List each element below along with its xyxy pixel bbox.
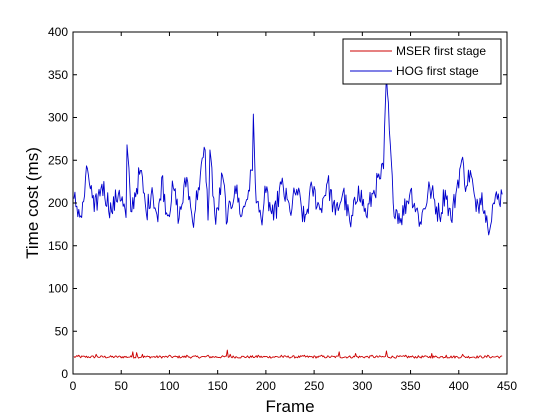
y-tick-label: 200 [48, 196, 68, 210]
y-axis-ticks: 0 50 100 150 200 250 300 350 400 [48, 25, 507, 381]
series-line-hog [73, 74, 503, 236]
x-axis-title: Frame [265, 397, 314, 416]
series-line-mser [73, 349, 503, 359]
x-tick-label: 350 [401, 379, 421, 393]
y-tick-label: 250 [48, 153, 68, 167]
y-tick-label: 50 [55, 324, 69, 338]
x-tick-label: 250 [304, 379, 324, 393]
legend-box [342, 38, 502, 85]
series-layer [73, 74, 503, 359]
x-tick-label: 200 [256, 379, 276, 393]
x-tick-label: 0 [70, 379, 77, 393]
x-tick-label: 300 [352, 379, 372, 393]
x-tick-label: 150 [208, 379, 228, 393]
y-axis-title: Time cost (ms) [23, 147, 42, 259]
legend-label-hog: HOG first stage [396, 64, 479, 78]
y-tick-label: 100 [48, 282, 68, 296]
y-tick-label: 0 [61, 367, 68, 381]
x-tick-label: 400 [449, 379, 469, 393]
x-tick-label: 450 [497, 379, 517, 393]
y-tick-label: 350 [48, 68, 68, 82]
x-axis-ticks: 0 50 100 150 200 250 300 350 400 450 [70, 32, 517, 393]
legend-label-mser: MSER first stage [396, 44, 486, 58]
y-tick-label: 300 [48, 111, 68, 125]
y-tick-label: 150 [48, 239, 68, 253]
legend: MSER first stage HOG first stage [342, 38, 502, 85]
y-tick-label: 400 [48, 25, 68, 39]
x-tick-label: 100 [159, 379, 179, 393]
x-tick-label: 50 [115, 379, 129, 393]
